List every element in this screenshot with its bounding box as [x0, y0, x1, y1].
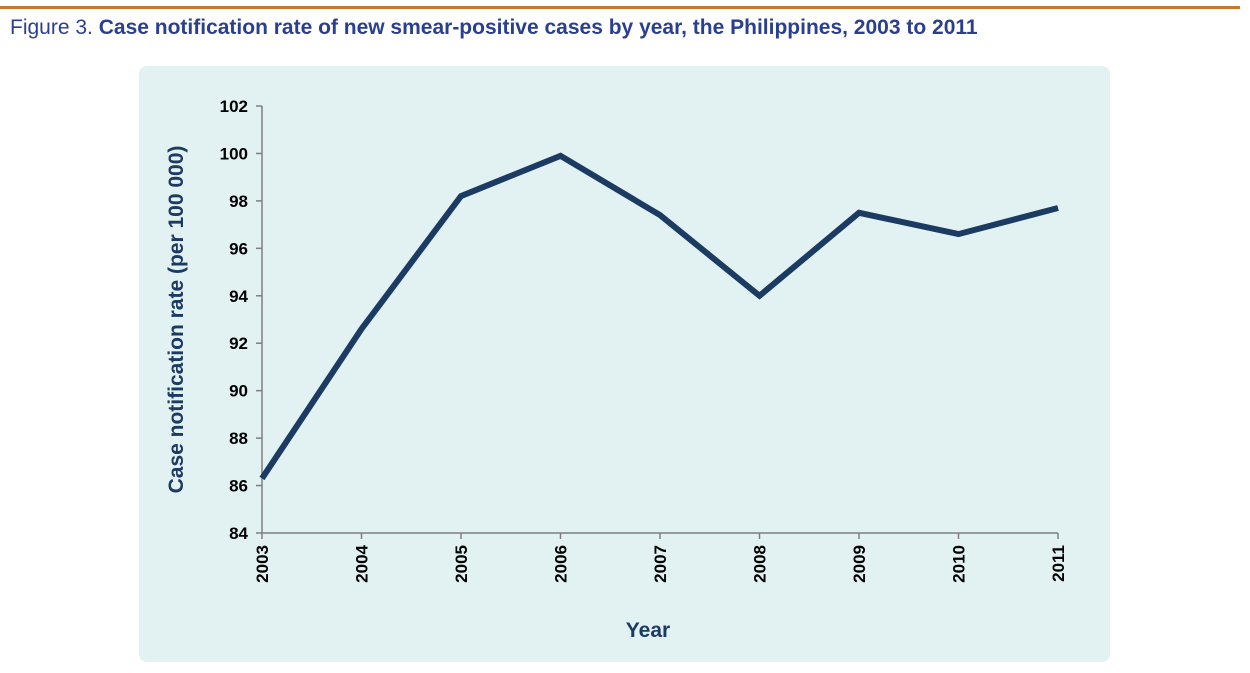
x-tick-label: 2011: [1049, 545, 1068, 582]
y-tick-label: 102: [220, 97, 248, 116]
x-tick-label: 2009: [850, 545, 869, 583]
x-axis: 2003 2004 2005 2006 2007 2008 2009 2010 2011: [253, 532, 1068, 583]
x-tick-label: 2007: [651, 545, 670, 583]
series-layer: [259, 152, 1059, 481]
y-tick-label: 84: [229, 524, 248, 543]
y-axis-title: Case notification rate (per 100 000): [165, 146, 188, 494]
figure-title: Case notification rate of new smear-posi…: [98, 16, 978, 39]
x-tick-label: 2004: [353, 544, 372, 582]
y-tick-label: 92: [229, 334, 248, 353]
figure-caption: Figure 3. Case notification rate of new …: [10, 16, 978, 40]
y-tick-label: 88: [229, 429, 248, 448]
x-tick-label: 2003: [253, 545, 272, 583]
series-line: [259, 152, 1059, 481]
y-axis: 84 86 88 90 92 94 96 98 100 102: [220, 97, 263, 543]
y-tick-label: 96: [229, 239, 248, 258]
x-tick-label: 2008: [751, 545, 770, 583]
x-tick-label: 2010: [950, 545, 969, 583]
y-tick-label: 86: [229, 477, 248, 496]
x-tick-label: 2006: [552, 545, 571, 583]
figure-label: Figure 3.: [10, 16, 93, 39]
x-axis-title: Year: [626, 619, 670, 642]
y-tick-label: 98: [229, 192, 248, 211]
y-tick-label: 100: [220, 144, 248, 163]
top-rule: [0, 6, 1240, 9]
y-tick-label: 94: [229, 287, 248, 306]
y-tick-label: 90: [229, 382, 248, 401]
x-tick-label: 2005: [452, 545, 471, 583]
chart-panel: [139, 66, 1110, 662]
